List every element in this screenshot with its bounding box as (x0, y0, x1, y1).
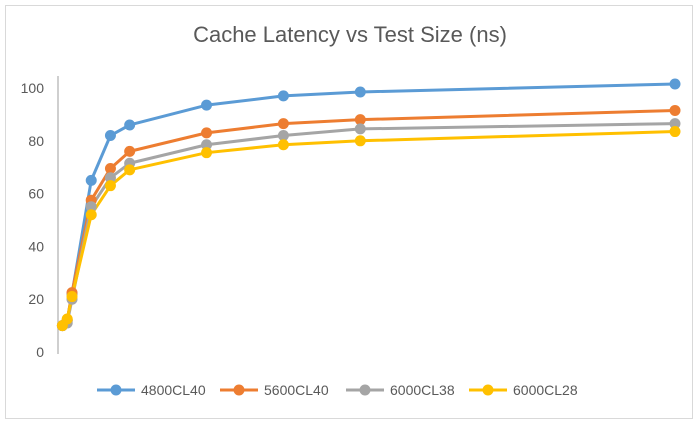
data-point-6000CL38 (85, 201, 97, 213)
y-tick-label: 100 (21, 80, 45, 96)
data-point-6000CL28 (277, 139, 289, 151)
data-point-6000CL28 (669, 126, 681, 138)
legend-label-6000CL38: 6000CL38 (390, 382, 455, 398)
data-point-6000CL28 (85, 209, 97, 221)
data-point-6000CL38 (354, 123, 366, 135)
data-point-6000CL28 (61, 313, 73, 325)
data-point-6000CL28 (201, 147, 213, 159)
data-point-4800CL40 (201, 99, 213, 111)
chart-frame (5, 5, 693, 419)
series-line-6000CL38 (61, 122, 676, 327)
y-tick-label: 0 (36, 344, 44, 360)
legend-marker-6000CL28 (482, 384, 494, 396)
data-point-4800CL40 (354, 86, 366, 98)
legend-label-6000CL28: 6000CL28 (513, 382, 578, 398)
legend-marker-5600CL40 (233, 384, 245, 396)
data-point-5600CL40 (104, 163, 116, 175)
series-line-6000CL28 (61, 130, 676, 327)
data-point-6000CL38 (201, 139, 213, 151)
data-point-6000CL38 (104, 172, 116, 184)
data-point-5600CL40 (201, 127, 213, 139)
data-point-4800CL40 (104, 130, 116, 142)
chart-title: Cache Latency vs Test Size (ns) (193, 22, 507, 47)
data-point-4800CL40 (669, 78, 681, 90)
y-tick-label: 20 (28, 291, 44, 307)
data-point-6000CL28 (124, 164, 136, 176)
y-tick-label: 80 (28, 133, 44, 149)
data-point-6000CL28 (354, 135, 366, 147)
data-point-4800CL40 (85, 174, 97, 186)
legend-marker-4800CL40 (110, 384, 122, 396)
data-point-6000CL28 (104, 180, 116, 192)
legend-marker-6000CL38 (359, 384, 371, 396)
data-point-5600CL40 (124, 145, 136, 157)
y-tick-label: 40 (28, 238, 44, 254)
data-point-4800CL40 (277, 90, 289, 102)
data-point-6000CL38 (277, 130, 289, 142)
legend-label-5600CL40: 5600CL40 (264, 382, 329, 398)
data-point-5600CL40 (669, 104, 681, 116)
data-point-5600CL40 (354, 114, 366, 126)
data-point-5600CL40 (277, 118, 289, 130)
data-point-4800CL40 (124, 119, 136, 131)
data-point-6000CL38 (669, 118, 681, 130)
data-point-6000CL28 (66, 291, 78, 303)
y-tick-label: 60 (28, 186, 44, 202)
series-line-5600CL40 (61, 108, 676, 327)
legend-label-4800CL40: 4800CL40 (141, 382, 206, 398)
